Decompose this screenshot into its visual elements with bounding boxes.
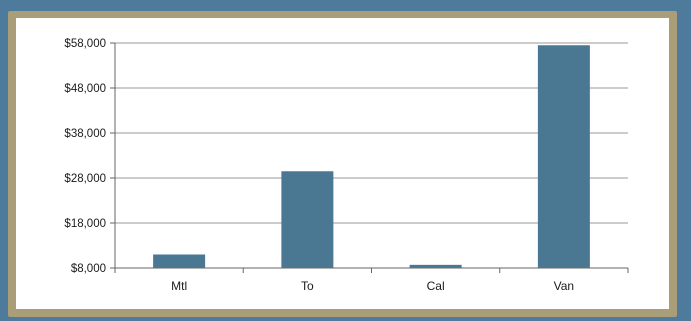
y-tick-label: $28,000 [64, 173, 106, 185]
x-tick-label: Mtl [171, 279, 187, 293]
x-tick-labels: Mtl To Cal Van [171, 279, 574, 293]
bar-mtl [153, 254, 206, 268]
bar-cal [409, 264, 462, 268]
y-tick-label: $18,000 [64, 218, 106, 230]
y-tick-label: $48,000 [64, 83, 106, 95]
y-tick-label: $8,000 [71, 263, 106, 275]
bars [153, 45, 590, 268]
y-tick-label: $58,000 [64, 38, 106, 50]
x-tick-label: Van [554, 279, 574, 293]
x-tick-label: Cal [427, 279, 445, 293]
y-tick-labels: $8,000 $18,000 $28,000 $38,000 $48,000 $58,00… [64, 38, 106, 275]
bar-van [537, 45, 590, 268]
y-tick-label: $38,000 [64, 128, 106, 140]
x-tick-label: To [301, 279, 314, 293]
bar-to [281, 171, 334, 268]
